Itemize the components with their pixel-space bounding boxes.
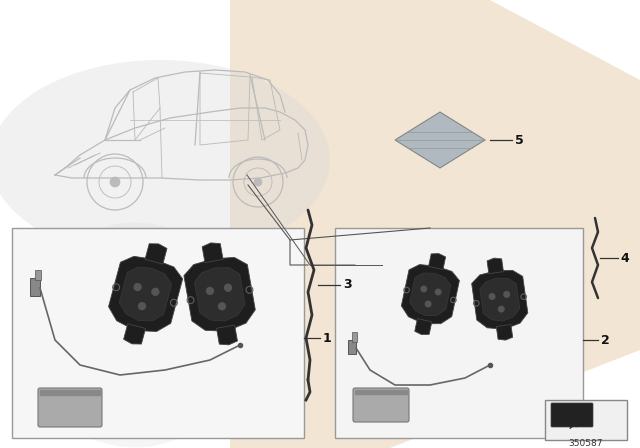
Bar <box>352 332 357 342</box>
Circle shape <box>152 289 159 295</box>
Polygon shape <box>184 258 255 331</box>
Text: 350587: 350587 <box>569 439 604 448</box>
Polygon shape <box>216 325 237 345</box>
Circle shape <box>110 177 120 187</box>
Polygon shape <box>472 270 528 329</box>
Polygon shape <box>202 243 223 263</box>
Polygon shape <box>401 265 460 324</box>
FancyBboxPatch shape <box>353 388 409 422</box>
Circle shape <box>435 289 441 295</box>
FancyBboxPatch shape <box>38 388 102 427</box>
Polygon shape <box>195 268 245 321</box>
Text: 1: 1 <box>323 332 332 345</box>
Polygon shape <box>230 0 640 448</box>
Bar <box>12 228 304 438</box>
Polygon shape <box>355 390 407 394</box>
Polygon shape <box>480 278 520 321</box>
Polygon shape <box>410 273 451 316</box>
Polygon shape <box>40 390 100 395</box>
FancyBboxPatch shape <box>551 403 593 427</box>
Text: 2: 2 <box>601 333 610 346</box>
Circle shape <box>490 294 495 299</box>
Circle shape <box>254 178 262 186</box>
Text: 3: 3 <box>343 279 351 292</box>
Bar <box>348 340 356 354</box>
Text: 5: 5 <box>515 134 524 146</box>
Circle shape <box>225 284 232 291</box>
Circle shape <box>504 292 509 297</box>
Circle shape <box>134 284 141 290</box>
Circle shape <box>499 306 504 312</box>
Bar <box>30 278 40 296</box>
Text: 4: 4 <box>620 251 628 264</box>
Polygon shape <box>124 324 145 344</box>
Bar <box>35 270 41 280</box>
Ellipse shape <box>0 60 330 260</box>
Circle shape <box>139 303 145 310</box>
Circle shape <box>207 288 213 294</box>
Polygon shape <box>415 319 432 335</box>
Polygon shape <box>145 244 167 264</box>
Polygon shape <box>395 112 485 168</box>
Bar <box>545 400 627 440</box>
Circle shape <box>218 303 225 310</box>
Polygon shape <box>429 254 445 270</box>
Circle shape <box>426 301 431 307</box>
Bar <box>335 228 583 438</box>
Polygon shape <box>496 324 513 340</box>
Circle shape <box>421 286 426 292</box>
Polygon shape <box>487 258 504 274</box>
Polygon shape <box>119 267 172 321</box>
Polygon shape <box>109 256 182 332</box>
